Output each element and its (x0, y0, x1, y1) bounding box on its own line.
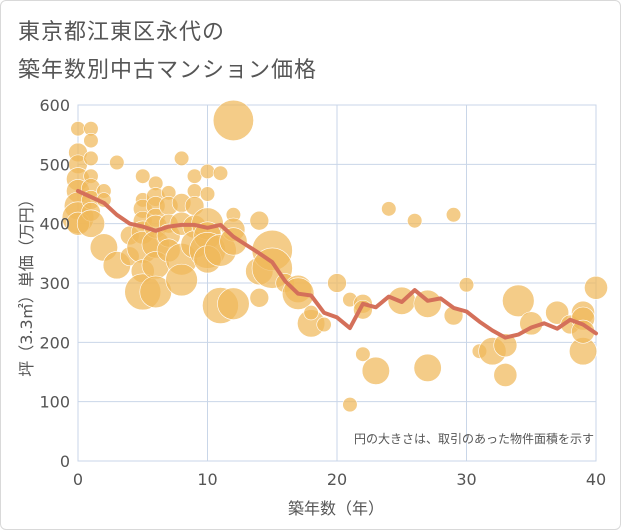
bubble-point (493, 333, 518, 358)
bubble-point (186, 168, 203, 184)
bubble-point (174, 150, 190, 166)
axes: 0 100 200 300 400 500 600 0 10 20 30 40 (39, 96, 606, 489)
bubble-point (361, 356, 390, 385)
bubble-point (249, 210, 270, 231)
grid-lines (77, 104, 597, 462)
bubble-point (199, 163, 216, 180)
x-tick-label: 20 (327, 470, 347, 489)
y-tick-label: 100 (39, 393, 70, 412)
bubble-point (327, 273, 347, 293)
bubble-point (445, 207, 462, 223)
y-tick-label: 400 (39, 215, 70, 234)
x-axis-label: 築年数（年） (288, 499, 384, 518)
bubble-point (355, 346, 371, 362)
trend-line (76, 189, 598, 340)
bubble-point (165, 263, 198, 297)
bubble-point (199, 186, 216, 202)
bubble-point (407, 213, 423, 229)
x-tick-label: 10 (197, 470, 217, 489)
bubble-point (219, 227, 248, 256)
y-tick-label: 0 (60, 452, 70, 471)
bubble-point (502, 284, 535, 317)
bubble-point (109, 154, 125, 171)
trend-line-group (76, 189, 598, 340)
bubble-point (493, 363, 518, 387)
size-note: 円の大きさは、取引のあった物件面積を示す (354, 431, 594, 446)
y-tick-label: 300 (39, 274, 70, 293)
bubble-point (83, 133, 99, 149)
bubble-point (584, 275, 608, 300)
y-tick-label: 500 (39, 155, 70, 174)
x-tick-label: 40 (586, 470, 606, 489)
bubble-point (76, 209, 105, 238)
bubble-point (217, 287, 250, 320)
bubble-point (70, 121, 86, 137)
chart-title-line-1: 東京都江東区永代の (18, 20, 226, 45)
bubble-point (381, 201, 397, 217)
bubble-point (249, 288, 270, 308)
bubble-series (61, 99, 608, 413)
x-tick-label: 30 (456, 470, 476, 489)
bubble-point (212, 99, 254, 141)
bubble-point (212, 165, 229, 181)
bubble-point (342, 397, 358, 413)
bubble-point (135, 168, 151, 184)
bubble-point (458, 277, 475, 293)
y-axis-label: 坪（3.3㎡）単価（万円） (17, 191, 36, 376)
bubble-point (413, 353, 442, 382)
bubble-point (316, 316, 332, 333)
bubble-point (83, 150, 99, 166)
y-tick-label: 200 (39, 333, 70, 352)
x-tick-label: 0 (73, 470, 83, 489)
bubble-point (303, 305, 319, 321)
y-tick-label: 600 (39, 96, 70, 115)
chart-title-line-2: 築年数別中古マンション価格 (18, 58, 318, 83)
